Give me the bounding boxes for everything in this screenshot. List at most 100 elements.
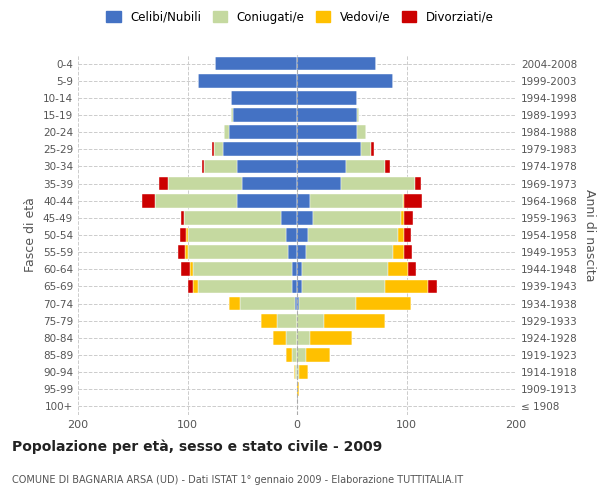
Bar [297,91,357,104]
Bar [308,228,398,242]
Bar [155,194,237,207]
Bar [199,280,292,293]
Bar [297,74,394,88]
Bar [394,246,404,259]
Legend: Celibi/Nubili, Coniugati/e, Vedovi/e, Divorziati/e: Celibi/Nubili, Coniugati/e, Vedovi/e, Di… [101,6,499,28]
Bar [232,91,297,104]
Bar [403,194,404,207]
Bar [232,108,233,122]
Bar [299,366,308,379]
Bar [188,280,193,293]
Bar [204,160,237,173]
Bar [297,280,302,293]
Bar [302,262,388,276]
Bar [215,56,297,70]
Bar [193,262,292,276]
Bar [292,280,297,293]
Bar [341,176,415,190]
Bar [214,142,223,156]
Bar [180,228,187,242]
Bar [237,160,297,173]
Bar [184,211,281,224]
Bar [306,246,394,259]
Bar [313,211,401,224]
Bar [261,314,277,328]
Bar [294,366,295,379]
Bar [407,262,416,276]
Bar [297,194,310,207]
Bar [306,348,330,362]
Bar [404,194,422,207]
Bar [297,262,302,276]
Bar [297,382,299,396]
Bar [202,160,204,173]
Bar [188,228,286,242]
Bar [297,314,325,328]
Bar [297,160,346,173]
Bar [361,142,371,156]
Bar [385,160,390,173]
Bar [286,331,297,344]
Bar [404,228,411,242]
Bar [295,296,297,310]
Bar [297,228,308,242]
Y-axis label: Anni di nascita: Anni di nascita [583,188,596,281]
Bar [159,176,168,190]
Bar [346,160,385,173]
Bar [181,262,190,276]
Bar [297,246,306,259]
Bar [178,246,185,259]
Bar [281,211,297,224]
Bar [297,56,376,70]
Bar [371,142,374,156]
Y-axis label: Fasce di età: Fasce di età [25,198,37,272]
Bar [233,108,297,122]
Bar [401,211,404,224]
Bar [404,211,413,224]
Bar [292,262,297,276]
Bar [237,194,297,207]
Bar [277,314,297,328]
Bar [357,108,359,122]
Bar [385,280,428,293]
Bar [168,176,242,190]
Bar [288,246,297,259]
Bar [310,194,403,207]
Bar [415,176,421,190]
Bar [229,126,297,139]
Bar [193,280,199,293]
Bar [357,126,366,139]
Text: COMUNE DI BAGNARIA ARSA (UD) - Dati ISTAT 1° gennaio 2009 - Elaborazione TUTTITA: COMUNE DI BAGNARIA ARSA (UD) - Dati ISTA… [12,475,463,485]
Bar [242,176,297,190]
Bar [325,314,385,328]
Bar [297,108,357,122]
Bar [199,74,297,88]
Bar [185,246,187,259]
Bar [404,246,412,259]
Bar [229,296,240,310]
Bar [188,246,288,259]
Bar [428,280,437,293]
Bar [297,331,310,344]
Bar [297,211,313,224]
Bar [388,262,407,276]
Bar [297,366,299,379]
Bar [302,280,385,293]
Bar [286,228,297,242]
Bar [295,366,297,379]
Bar [297,176,341,190]
Bar [273,331,286,344]
Bar [297,126,357,139]
Text: Popolazione per età, sesso e stato civile - 2009: Popolazione per età, sesso e stato civil… [12,440,382,454]
Bar [240,296,295,310]
Bar [398,228,404,242]
Bar [212,142,214,156]
Bar [292,348,297,362]
Bar [297,142,361,156]
Bar [181,211,184,224]
Bar [356,296,411,310]
Bar [297,296,299,310]
Bar [224,126,229,139]
Bar [286,348,292,362]
Bar [190,262,193,276]
